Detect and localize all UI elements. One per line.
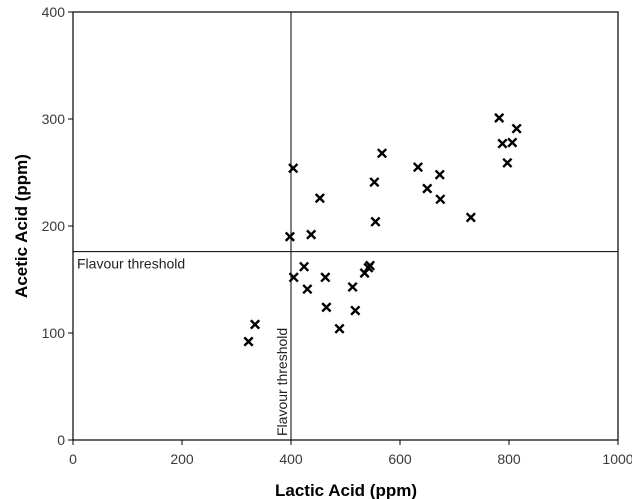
y-tick-label: 300 bbox=[42, 111, 66, 127]
scatter-point bbox=[502, 157, 513, 168]
y-tick-label: 200 bbox=[42, 218, 66, 234]
scatter-point bbox=[369, 177, 380, 188]
scatter-point bbox=[507, 137, 518, 148]
vertical-threshold-label: Flavour threshold bbox=[274, 328, 290, 436]
scatter-point bbox=[288, 163, 299, 174]
scatter-point bbox=[465, 212, 476, 223]
plot-area: Flavour threshold Flavour threshold bbox=[73, 12, 618, 440]
scatter-point bbox=[320, 272, 331, 283]
y-tick-label: 100 bbox=[42, 325, 66, 341]
scatter-point bbox=[370, 216, 381, 227]
x-axis: 0 200 400 600 800 1000 bbox=[69, 440, 632, 467]
scatter-point bbox=[249, 319, 261, 330]
scatter-point bbox=[347, 281, 358, 293]
scatter-point bbox=[243, 336, 254, 347]
scatter-point bbox=[302, 284, 313, 295]
scatter-point bbox=[412, 162, 424, 173]
scatter-point bbox=[364, 260, 376, 271]
x-tick-label: 0 bbox=[69, 451, 77, 467]
y-axis-title: Acetic Acid (ppm) bbox=[12, 154, 31, 298]
scatter-point bbox=[306, 229, 317, 240]
scatter-point bbox=[497, 138, 508, 149]
y-tick-label: 400 bbox=[42, 4, 66, 20]
scatter-point bbox=[422, 183, 433, 194]
scatter-point bbox=[288, 272, 299, 283]
y-axis: 0 100 200 300 400 bbox=[42, 4, 73, 448]
scatter-point bbox=[284, 231, 295, 242]
scatter-point bbox=[376, 148, 388, 159]
x-axis-title: Lactic Acid (ppm) bbox=[275, 481, 417, 499]
y-tick-label: 0 bbox=[57, 432, 65, 448]
scatter-point bbox=[511, 123, 522, 134]
x-tick-label: 200 bbox=[170, 451, 194, 467]
horizontal-threshold-label: Flavour threshold bbox=[77, 256, 185, 272]
scatter-point bbox=[334, 323, 345, 334]
x-tick-label: 400 bbox=[279, 451, 303, 467]
scatter-point bbox=[494, 112, 505, 123]
scatter-point bbox=[321, 302, 332, 313]
scatter-point bbox=[435, 194, 446, 205]
scatter-point bbox=[314, 193, 325, 204]
x-tick-label: 800 bbox=[497, 451, 521, 467]
scatter-point bbox=[434, 169, 445, 180]
x-tick-label: 600 bbox=[388, 451, 412, 467]
scatter-point bbox=[299, 261, 310, 272]
scatter-point bbox=[350, 305, 361, 316]
x-tick-label: 1000 bbox=[602, 451, 632, 467]
